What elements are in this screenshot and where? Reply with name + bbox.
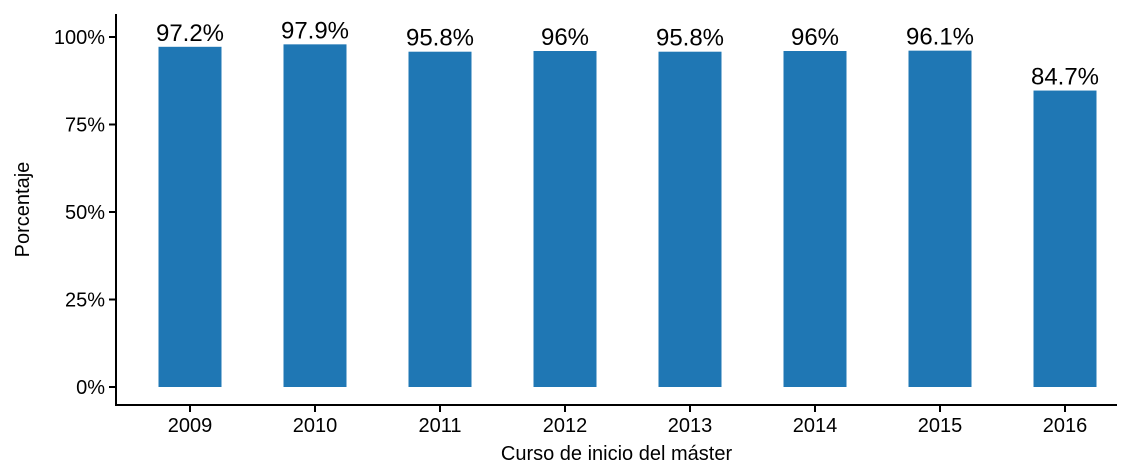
bar-2012 — [533, 51, 597, 387]
x-tick-label-2015: 2015 — [918, 415, 963, 437]
x-axis-title: Curso de inicio del máster — [501, 443, 733, 465]
y-tick-label-0: 0% — [76, 377, 105, 399]
bar-value-label-2013: 95.8% — [656, 25, 724, 52]
bar-value-label-2010: 97.9% — [281, 17, 349, 44]
bar-2014 — [783, 51, 847, 387]
bar-value-label-2009: 97.2% — [156, 20, 224, 47]
bar-2015 — [908, 50, 972, 388]
bar-2016 — [1033, 90, 1097, 388]
x-axis: 2009 2010 2011 2012 2013 2014 2015 2016 — [115, 404, 1117, 437]
y-axis-title: Porcentaje — [12, 162, 34, 258]
x-tick-label-2016: 2016 — [1043, 415, 1088, 437]
x-tick-label-2011: 2011 — [418, 415, 461, 437]
bar-value-label-2014: 96% — [791, 24, 839, 51]
bar-labels-group: 97.2% 97.9% 95.8% 96% 95.8% 96% 96.1% 84.7% — [156, 17, 1099, 90]
bars-group — [158, 44, 1097, 388]
bar-2013 — [658, 51, 722, 387]
y-tick-label-75: 75% — [65, 115, 105, 137]
bar-2010 — [283, 44, 347, 387]
bar-value-label-2012: 96% — [541, 24, 589, 51]
bar-2011 — [408, 51, 472, 387]
x-tick-label-2013: 2013 — [668, 415, 713, 437]
bar-2009 — [158, 46, 222, 388]
y-tick-label-25: 25% — [65, 290, 105, 312]
x-tick-label-2014: 2014 — [793, 415, 838, 437]
y-axis: 0% 25% 50% 75% 100% — [54, 14, 117, 406]
bar-value-label-2011: 95.8% — [406, 25, 474, 52]
y-tick-label-100: 100% — [54, 27, 105, 49]
x-tick-label-2010: 2010 — [293, 415, 338, 437]
x-tick-label-2012: 2012 — [543, 415, 588, 437]
y-tick-label-50: 50% — [65, 202, 105, 224]
x-tick-label-2009: 2009 — [168, 415, 213, 437]
bar-value-label-2016: 84.7% — [1031, 64, 1099, 91]
bar-value-label-2015: 96.1% — [906, 24, 974, 51]
